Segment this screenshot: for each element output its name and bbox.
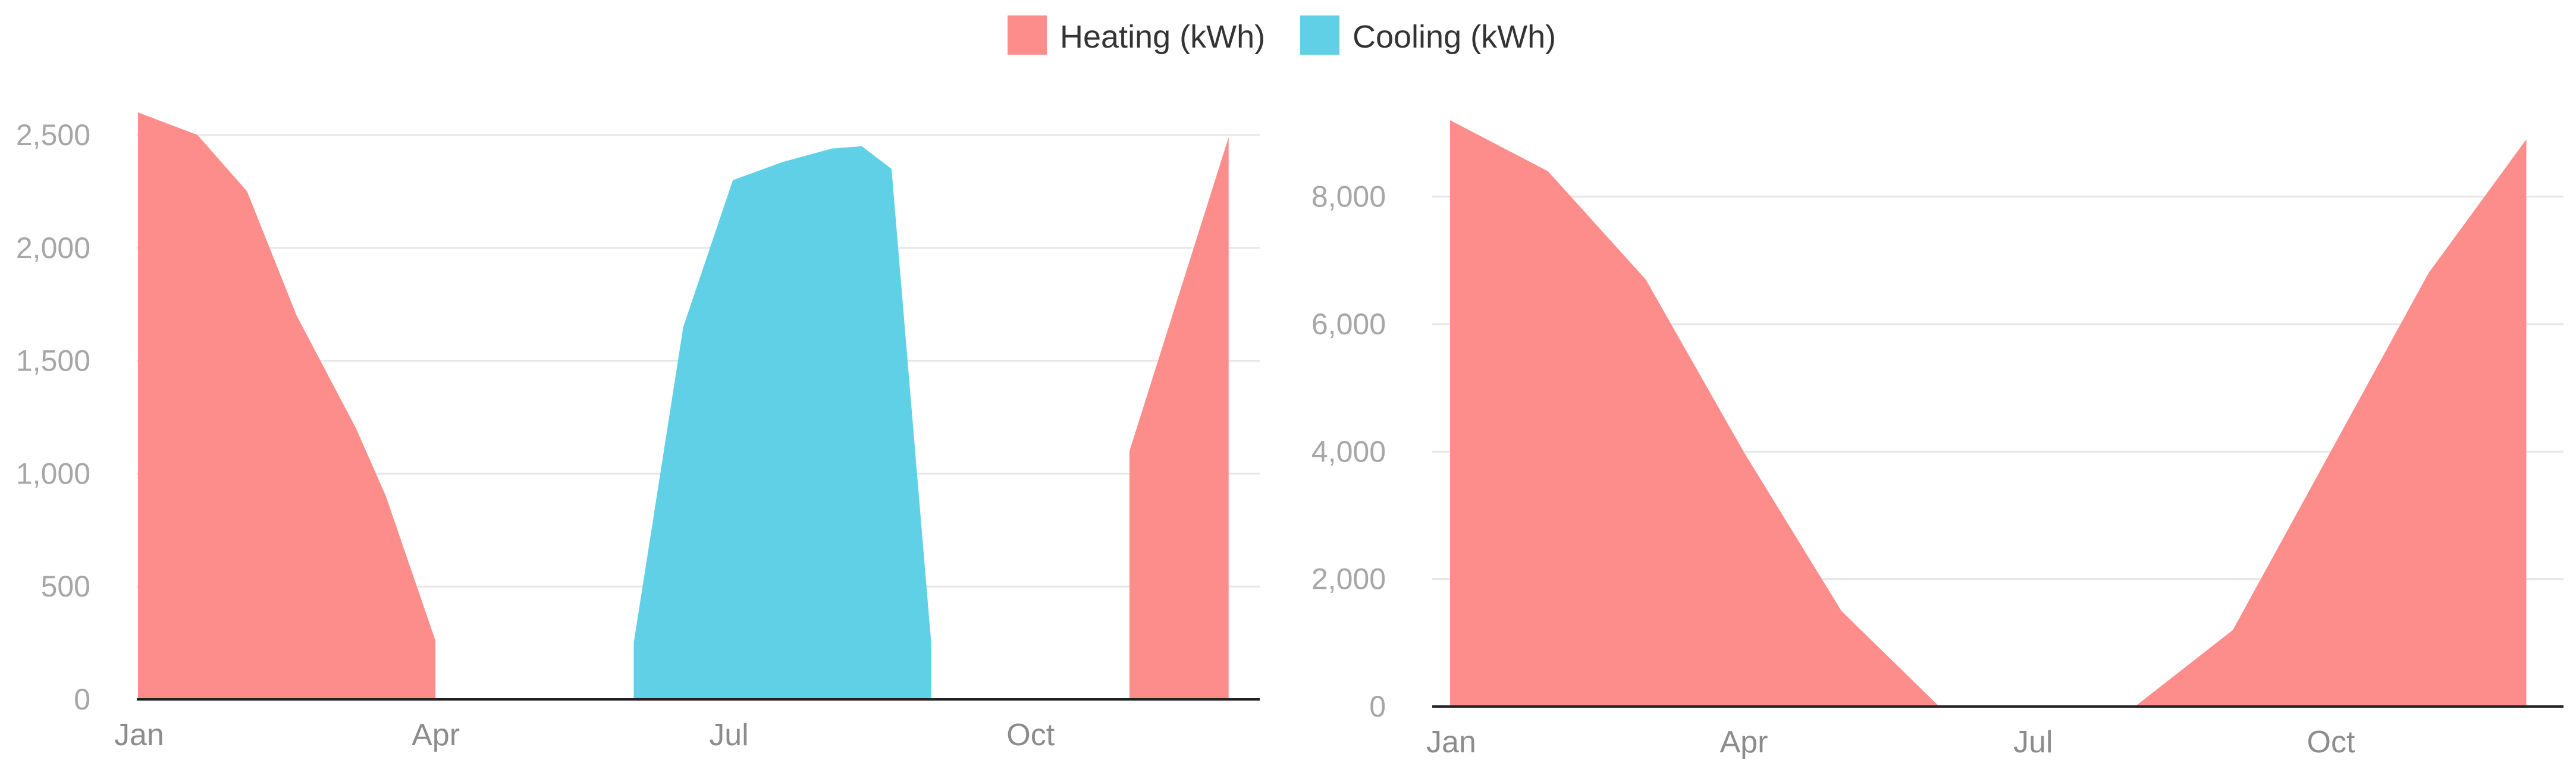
y-tick-label: 2,000	[1311, 563, 1386, 596]
y-tick-label: 1,000	[16, 457, 90, 490]
x-tick-label: Apr	[412, 718, 460, 752]
legend-swatch-heating	[1008, 15, 1047, 55]
heating-area-0	[138, 112, 436, 699]
legend-swatch-cooling	[1300, 15, 1339, 55]
chart-right: 0 2,000 4,000 6,000 8,000 Jan Apr Jul Oct	[1311, 120, 2564, 759]
cooling-area-0	[633, 146, 931, 699]
x-tick-label: Jan	[114, 718, 164, 752]
y-tick-label: 2,000	[16, 231, 90, 265]
x-tick-label: Oct	[2307, 725, 2355, 759]
x-tick-label: Jul	[709, 718, 748, 752]
y-tick-label: 4,000	[1311, 435, 1386, 468]
x-tick-label: Oct	[1006, 718, 1055, 752]
x-tick-label: Jan	[1426, 725, 1476, 759]
chart-left: 0 500 1,000 1,500 2,000 2,500 Jan Apr Jul Oct	[16, 112, 1260, 752]
heating-area-1	[1129, 137, 1229, 699]
y-tick-label: 2,500	[16, 118, 90, 152]
y-tick-label: 8,000	[1311, 180, 1386, 214]
x-tick-label: Jul	[2013, 725, 2053, 759]
legend: Heating (kWh) Cooling (kWh)	[1008, 15, 1556, 55]
y-tick-label: 0	[74, 683, 90, 716]
legend-label-heating: Heating (kWh)	[1060, 19, 1265, 55]
y-tick-label: 1,500	[16, 344, 90, 378]
y-tick-label: 500	[41, 570, 90, 603]
y-tick-label: 0	[1369, 690, 1386, 723]
x-tick-label: Apr	[1720, 725, 1768, 759]
heating-area-0	[1450, 120, 2527, 707]
legend-label-cooling: Cooling (kWh)	[1353, 19, 1556, 55]
y-tick-label: 6,000	[1311, 307, 1386, 341]
